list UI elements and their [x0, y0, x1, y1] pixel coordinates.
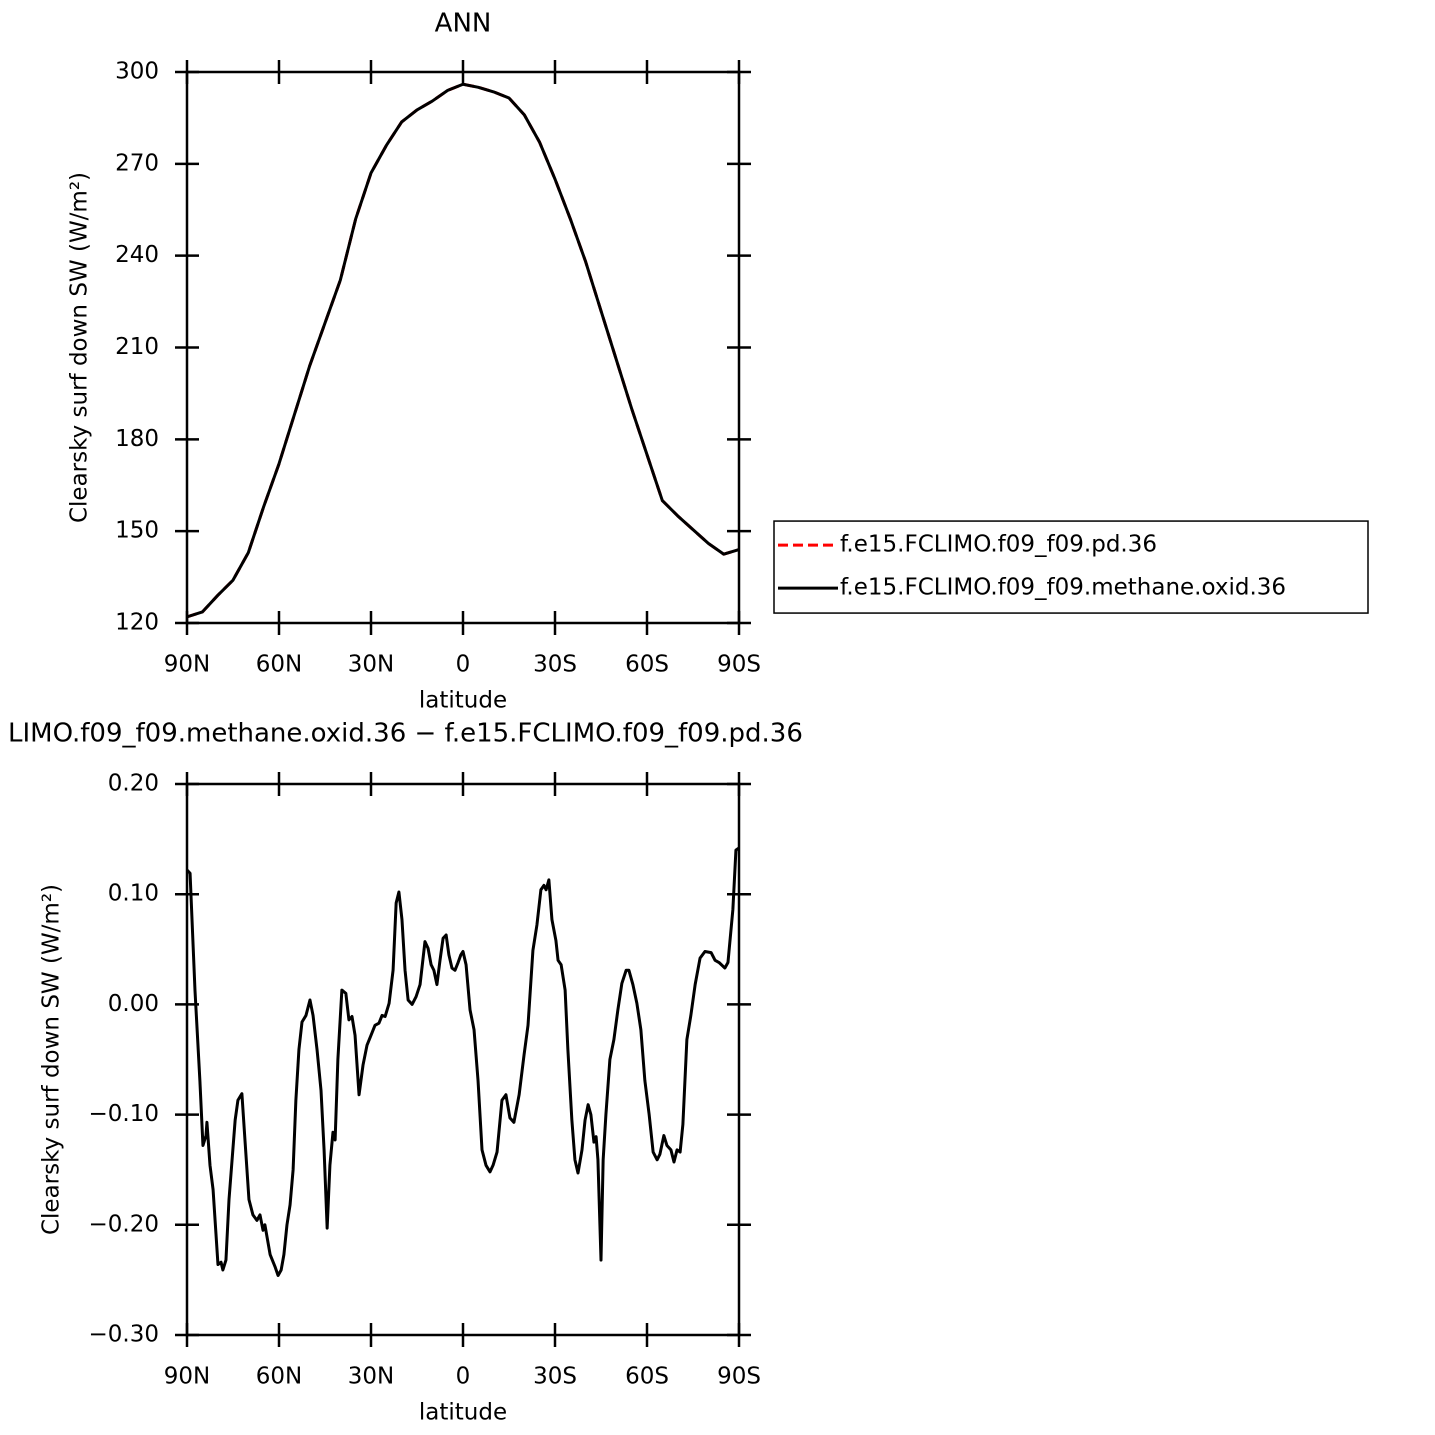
y-tick-label: −0.10 — [89, 1101, 159, 1127]
x-tick-label: 60N — [256, 652, 302, 678]
x-tick-label: 90N — [164, 1364, 210, 1390]
legend-box — [773, 520, 1369, 614]
chart-title: ANN — [435, 9, 492, 39]
legend-label: f.e15.FCLIMO.f09_f09.pd.36 — [840, 532, 1157, 558]
y-tick-label: 0.10 — [108, 881, 159, 907]
y-tick-label: 0.20 — [108, 771, 159, 797]
x-tick-label: 0 — [456, 652, 471, 678]
y-axis-label: Clearsky surf down SW (W/m²) — [67, 172, 93, 523]
y-tick-label: 150 — [115, 518, 159, 544]
x-tick-label: 0 — [456, 1364, 471, 1390]
x-tick-label: 90N — [164, 652, 210, 678]
x-tick-label: 90S — [717, 652, 761, 678]
x-tick-label: 30S — [533, 1364, 577, 1390]
y-tick-label: 270 — [115, 150, 159, 176]
x-axis-label: latitude — [419, 688, 507, 714]
x-tick-label: 60S — [625, 1364, 669, 1390]
y-tick-label: −0.20 — [89, 1211, 159, 1237]
chart-title: LIMO.f09_f09.methane.oxid.36 − f.e15.FCL… — [8, 719, 803, 749]
y-tick-label: 120 — [115, 610, 159, 636]
x-tick-label: 30N — [348, 1364, 394, 1390]
y-tick-label: 210 — [115, 334, 159, 360]
data-line — [185, 846, 740, 1277]
data-line — [186, 82, 740, 619]
x-tick-label: 30S — [533, 652, 577, 678]
y-tick-label: 180 — [115, 426, 159, 452]
x-tick-label: 90S — [717, 1364, 761, 1390]
x-tick-label: 60S — [625, 652, 669, 678]
y-tick-label: −0.30 — [89, 1322, 159, 1348]
y-tick-label: 0.00 — [108, 991, 159, 1017]
y-axis-label: Clearsky surf down SW (W/m²) — [39, 884, 65, 1235]
legend-label: f.e15.FCLIMO.f09_f09.methane.oxid.36 — [840, 575, 1286, 601]
x-tick-label: 30N — [348, 652, 394, 678]
data-line — [186, 82, 740, 619]
plot-frame — [185, 70, 741, 625]
x-tick-label: 60N — [256, 1364, 302, 1390]
x-axis-label: latitude — [419, 1400, 507, 1426]
y-tick-label: 240 — [115, 242, 159, 268]
y-tick-label: 300 — [115, 59, 159, 85]
